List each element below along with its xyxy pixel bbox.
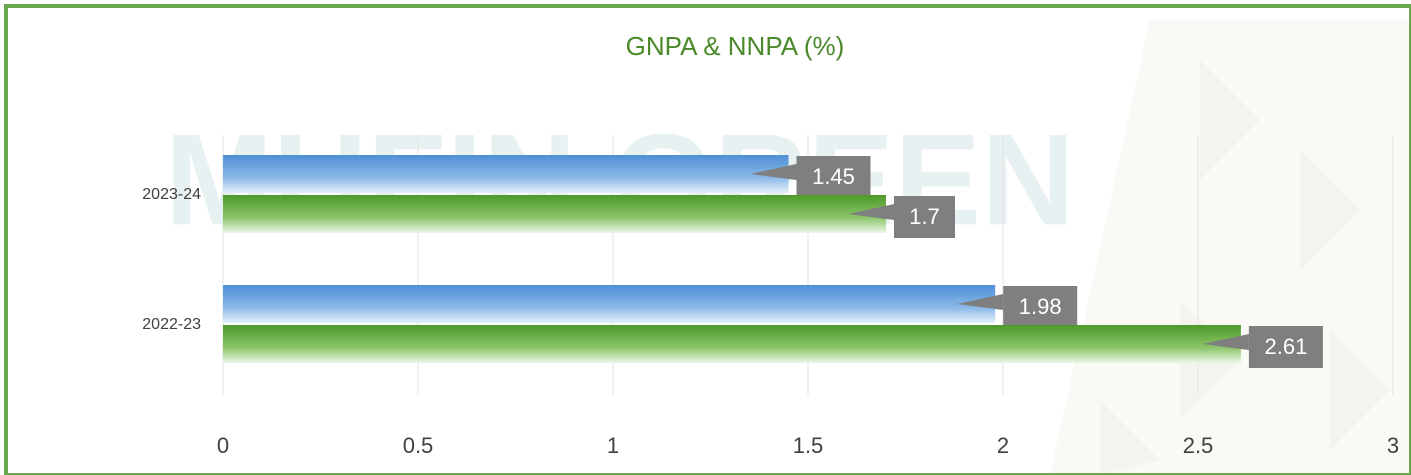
label-box [1003, 286, 1078, 328]
x-tick-label: 3 [1387, 433, 1399, 458]
data-label: 1.98 [1019, 294, 1062, 319]
x-tick-label: 0.5 [403, 433, 434, 458]
label-pointer [1202, 334, 1249, 350]
y-tick-label: 2023-24 [142, 186, 201, 203]
label-box [1248, 326, 1323, 368]
x-tick-label: 1.5 [793, 433, 824, 458]
y-tick-label: 2022-23 [142, 316, 201, 333]
data-label: 2.61 [1264, 334, 1307, 359]
bar [223, 155, 789, 193]
data-label: 1.7 [909, 204, 940, 229]
label-pointer [848, 204, 894, 220]
label-pointer [750, 164, 797, 180]
x-tick-label: 2 [997, 433, 1009, 458]
bar [223, 325, 1241, 363]
chart-title: GNPA & NNPA (%) [626, 31, 845, 61]
bar [223, 195, 886, 233]
bar [223, 285, 996, 323]
data-label: 1.45 [812, 164, 855, 189]
label-box [894, 196, 955, 238]
x-tick-label: 0 [217, 433, 229, 458]
label-pointer [957, 294, 1004, 310]
label-box [796, 156, 871, 198]
x-tick-label: 2.5 [1183, 433, 1214, 458]
frame [4, 4, 1411, 475]
x-tick-label: 1 [607, 433, 619, 458]
